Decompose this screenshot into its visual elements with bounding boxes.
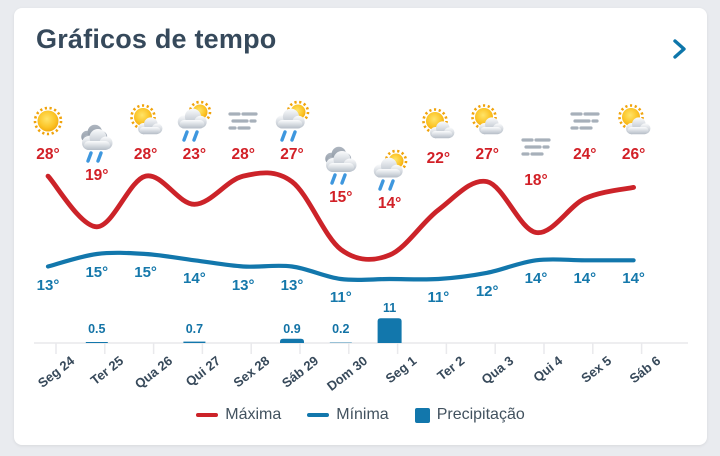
max-temp-label: 19° bbox=[85, 166, 109, 184]
precip-label: 11 bbox=[382, 301, 397, 316]
max-temp-label: 28° bbox=[36, 146, 60, 163]
sun-cloud-icon bbox=[415, 103, 461, 149]
legend-item-maxima[interactable]: Máxima bbox=[196, 406, 281, 424]
min-temp-label: 14° bbox=[183, 270, 206, 288]
max-temp-label: 27° bbox=[280, 146, 304, 163]
legend-label: Precipitação bbox=[436, 406, 525, 423]
rain-icon bbox=[318, 142, 364, 188]
sun-cloud-icon bbox=[611, 99, 657, 145]
min-temp-label: 14° bbox=[524, 270, 548, 288]
min-temp-label: 13° bbox=[280, 276, 304, 294]
min-temp-label: 11° bbox=[427, 289, 450, 306]
precip-label: 0.2 bbox=[332, 322, 350, 336]
fog-icon bbox=[513, 125, 559, 171]
precip-label: 0.9 bbox=[283, 322, 301, 336]
chevron-right-icon[interactable] bbox=[672, 38, 688, 60]
max-temp-label: 28° bbox=[133, 146, 158, 163]
precip-label: 0.5 bbox=[88, 322, 106, 336]
max-temp-label: 14° bbox=[377, 195, 402, 213]
min-line-swatch bbox=[307, 413, 330, 417]
max-temp-label: 27° bbox=[475, 146, 499, 163]
sun-icon bbox=[25, 99, 71, 145]
min-temp-label: 14° bbox=[573, 270, 597, 288]
rain-sun-icon bbox=[269, 99, 315, 145]
legend-label: Mínima bbox=[336, 406, 389, 423]
min-temp-label: 13° bbox=[36, 276, 60, 294]
min-line bbox=[45, 250, 636, 283]
rain-sun-icon bbox=[367, 148, 413, 194]
rain-icon bbox=[74, 120, 120, 166]
max-temp-label: 24° bbox=[573, 146, 597, 163]
legend-item-precipitacao[interactable]: Precipitação bbox=[414, 406, 525, 424]
max-temp-label: 22° bbox=[426, 149, 451, 167]
min-temp-label: 12° bbox=[475, 282, 499, 300]
precip-bar-swatch bbox=[414, 407, 430, 423]
max-temp-label: 28° bbox=[231, 146, 255, 163]
sun-cloud-icon bbox=[464, 99, 510, 145]
max-temp-label: 26° bbox=[621, 146, 646, 163]
max-temp-label: 15° bbox=[329, 189, 353, 207]
precip-bar bbox=[85, 342, 108, 343]
legend-label: Máxima bbox=[225, 406, 282, 423]
sun-cloud-icon bbox=[123, 99, 169, 145]
fog-icon bbox=[220, 99, 266, 145]
min-temp-label: 15° bbox=[134, 264, 157, 281]
max-temp-label: 18° bbox=[524, 172, 548, 190]
max-line-swatch bbox=[196, 413, 219, 417]
page-title: Gráficos de tempo bbox=[36, 24, 277, 54]
rain-sun-icon bbox=[171, 99, 217, 145]
weather-chart-card bbox=[14, 8, 707, 445]
legend-item-minima[interactable]: Mínima bbox=[307, 406, 389, 424]
precip-bar bbox=[377, 318, 402, 343]
min-temp-label: 15° bbox=[85, 264, 109, 281]
max-line bbox=[45, 170, 636, 262]
precip-bar bbox=[280, 338, 304, 343]
max-temp-label: 23° bbox=[182, 146, 207, 163]
min-temp-label: 13° bbox=[231, 276, 255, 294]
precip-label: 0.7 bbox=[185, 322, 204, 336]
min-temp-label: 14° bbox=[622, 270, 645, 288]
min-temp-label: 11° bbox=[329, 289, 352, 306]
fog-icon bbox=[562, 99, 608, 145]
chart-legend: Máxima Mínima Precipitação bbox=[14, 406, 707, 424]
precip-bar bbox=[183, 341, 206, 343]
